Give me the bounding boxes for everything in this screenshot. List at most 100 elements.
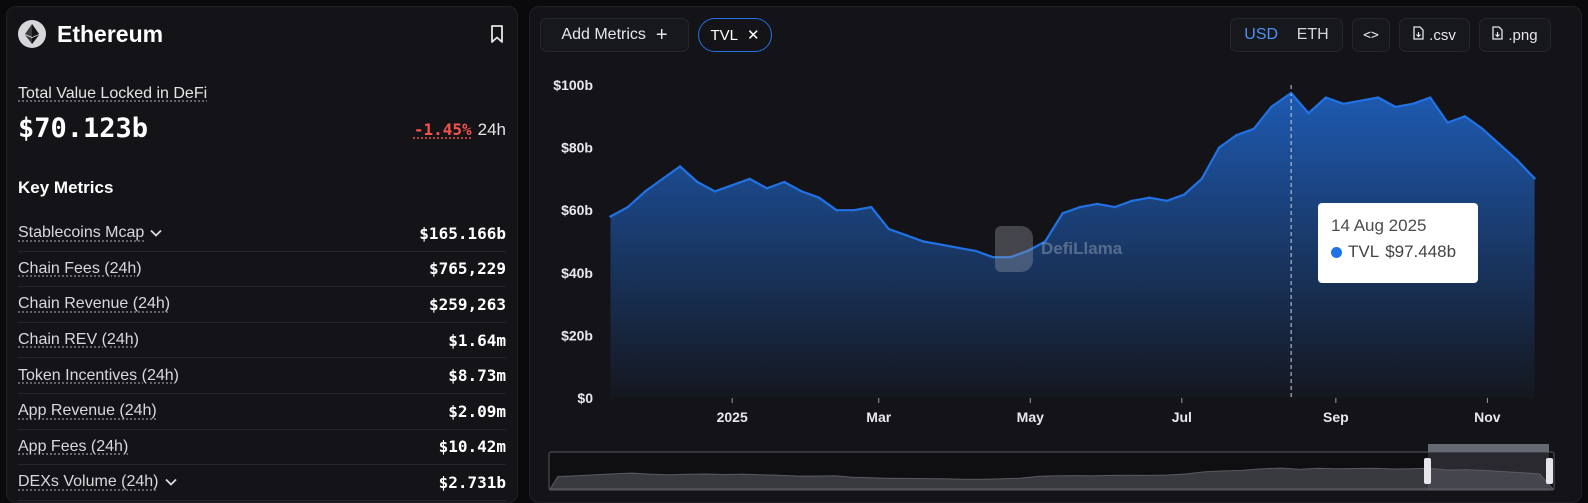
chain-header: Ethereum bbox=[18, 20, 507, 48]
metric-value: $165.166b bbox=[419, 223, 506, 243]
metric-label[interactable]: Chain Fees (24h) bbox=[18, 259, 142, 277]
range-slider-right-handle[interactable] bbox=[1546, 458, 1553, 484]
tvl-data-point bbox=[904, 234, 908, 237]
tvl-chip-label: TVL bbox=[710, 26, 738, 44]
metric-value: $1.64m bbox=[448, 330, 506, 350]
tvl-data-point bbox=[1289, 91, 1293, 95]
x-tick-label: Nov bbox=[1474, 409, 1501, 425]
close-icon[interactable]: ✕ bbox=[746, 27, 760, 44]
tvl-data-point bbox=[1429, 96, 1432, 99]
tvl-chart[interactable]: $0 $20b $40b $60b $80b $100b 2025 Mar May Jul Sep… bbox=[530, 7, 1582, 503]
tvl-data-point bbox=[1200, 177, 1203, 181]
chain-overview-panel: Ethereum Total Value Locked in DeFi $70.… bbox=[6, 6, 518, 503]
metric-label[interactable]: App Revenue (24h) bbox=[18, 402, 157, 420]
tvl-change: -1.45% 24h bbox=[414, 120, 506, 140]
chevron-down-icon[interactable] bbox=[164, 475, 177, 489]
tvl-data-point bbox=[730, 183, 734, 187]
metric-row-chain-rev: Chain REV (24h) $1.64m bbox=[18, 323, 506, 359]
metric-value: $10.42m bbox=[438, 437, 506, 457]
tvl-data-point bbox=[1498, 143, 1501, 146]
y-tick-label: $60b bbox=[561, 202, 593, 218]
metric-label[interactable]: Chain REV (24h) bbox=[18, 331, 139, 349]
tvl-label[interactable]: Total Value Locked in DeFi bbox=[18, 85, 208, 102]
file-download-icon bbox=[1492, 26, 1504, 44]
tvl-data-point bbox=[1359, 99, 1362, 102]
tooltip-value: $97.448b bbox=[1385, 242, 1457, 261]
metric-label[interactable]: Stablecoins Mcap bbox=[18, 224, 162, 242]
tvl-data-point bbox=[696, 180, 699, 184]
metric-value: $259,263 bbox=[428, 294, 506, 314]
tvl-data-point bbox=[661, 177, 664, 181]
tvl-data-point bbox=[887, 227, 890, 231]
tooltip-series: TVL bbox=[1348, 242, 1380, 261]
file-download-icon bbox=[1413, 26, 1424, 44]
tvl-data-point bbox=[974, 249, 977, 253]
tvl-data-point bbox=[1130, 199, 1134, 203]
range-slider[interactable] bbox=[548, 444, 1555, 491]
tvl-data-point bbox=[870, 205, 873, 209]
tvl-data-point bbox=[1376, 96, 1380, 99]
add-metrics-label: Add Metrics bbox=[561, 26, 646, 43]
key-metrics-list: Stablecoins Mcap $165.166b Chain Fees (2… bbox=[18, 216, 506, 501]
currency-option-eth[interactable]: ETH bbox=[1296, 26, 1329, 43]
range-slider-left-handle[interactable] bbox=[1424, 458, 1431, 484]
embed-button[interactable]: <> bbox=[1352, 18, 1390, 52]
ethereum-diamond-icon bbox=[18, 20, 46, 48]
tvl-data-point bbox=[1463, 115, 1467, 118]
tvl-data-point bbox=[1481, 127, 1484, 131]
tvl-data-point bbox=[1148, 196, 1151, 199]
tvl-data-point bbox=[1411, 102, 1415, 105]
metric-label[interactable]: DEXs Volume (24h) bbox=[18, 473, 177, 491]
csv-label: .csv bbox=[1429, 26, 1456, 44]
tvl-data-point bbox=[765, 187, 769, 190]
tvl-data-point bbox=[957, 246, 960, 249]
metric-value: $2.731b bbox=[438, 472, 506, 492]
tvl-data-point bbox=[835, 209, 838, 212]
tvl-data-point bbox=[852, 209, 856, 212]
tvl-data-point bbox=[1446, 121, 1449, 124]
chart-panel: Add Metrics + TVL ✕ USD ETH <> .csv .png… bbox=[529, 6, 1582, 503]
download-csv-button[interactable]: .csv bbox=[1399, 18, 1470, 52]
y-tick-label: $100b bbox=[553, 77, 593, 93]
metric-value: $765,229 bbox=[428, 259, 506, 279]
tvl-data-point bbox=[1270, 105, 1273, 109]
metric-label[interactable]: App Fees (24h) bbox=[18, 437, 129, 455]
metric-row-stablecoins-mcap[interactable]: Stablecoins Mcap $165.166b bbox=[18, 216, 506, 252]
metric-label[interactable]: Chain Revenue (24h) bbox=[18, 295, 171, 313]
tvl-data-point bbox=[1113, 205, 1116, 209]
metric-row-dexs-volume[interactable]: DEXs Volume (24h) $2.731b bbox=[18, 465, 506, 501]
x-tick-label: Jul bbox=[1172, 409, 1192, 425]
tvl-data-point bbox=[922, 240, 925, 243]
currency-option-usd[interactable]: USD bbox=[1244, 26, 1279, 43]
tvl-metric-chip[interactable]: TVL ✕ bbox=[698, 18, 772, 52]
png-label: .png bbox=[1508, 26, 1538, 44]
tvl-data-point bbox=[817, 196, 821, 199]
y-tick-label: $40b bbox=[561, 265, 593, 281]
chevron-down-icon[interactable] bbox=[150, 226, 162, 240]
tvl-data-point bbox=[1235, 133, 1238, 137]
tvl-data-point bbox=[1342, 102, 1345, 105]
chart-tooltip: 14 Aug 2025 TVL $97.448b bbox=[1318, 203, 1478, 283]
metric-row-app-fees: App Fees (24h) $10.42m bbox=[18, 430, 506, 466]
tvl-data-point bbox=[1515, 158, 1519, 162]
tvl-change-pct[interactable]: -1.45% bbox=[413, 120, 472, 139]
metric-row-token-incentives: Token Incentives (24h) $8.73m bbox=[18, 358, 506, 394]
range-slider-window[interactable] bbox=[1428, 452, 1549, 490]
range-slider-top-handle[interactable] bbox=[1428, 444, 1549, 452]
y-tick-label: $0 bbox=[577, 390, 593, 406]
tvl-data-point bbox=[1394, 105, 1397, 109]
add-metrics-button[interactable]: Add Metrics + bbox=[540, 18, 689, 52]
tvl-data-point bbox=[1043, 240, 1047, 243]
bookmark-icon[interactable] bbox=[487, 23, 507, 45]
x-tick-label: May bbox=[1017, 409, 1044, 425]
tvl-data-point bbox=[1096, 202, 1099, 206]
tvl-data-point bbox=[1324, 96, 1328, 99]
series-dot-icon bbox=[1331, 246, 1342, 258]
range-slider-preview bbox=[549, 467, 1555, 490]
tvl-data-point bbox=[939, 243, 943, 246]
metric-label[interactable]: Token Incentives (24h) bbox=[18, 366, 179, 384]
y-tick-label: $20b bbox=[561, 327, 593, 343]
tvl-data-point bbox=[1078, 205, 1082, 209]
x-tick-label: 2025 bbox=[717, 409, 748, 425]
download-png-button[interactable]: .png bbox=[1479, 18, 1551, 52]
